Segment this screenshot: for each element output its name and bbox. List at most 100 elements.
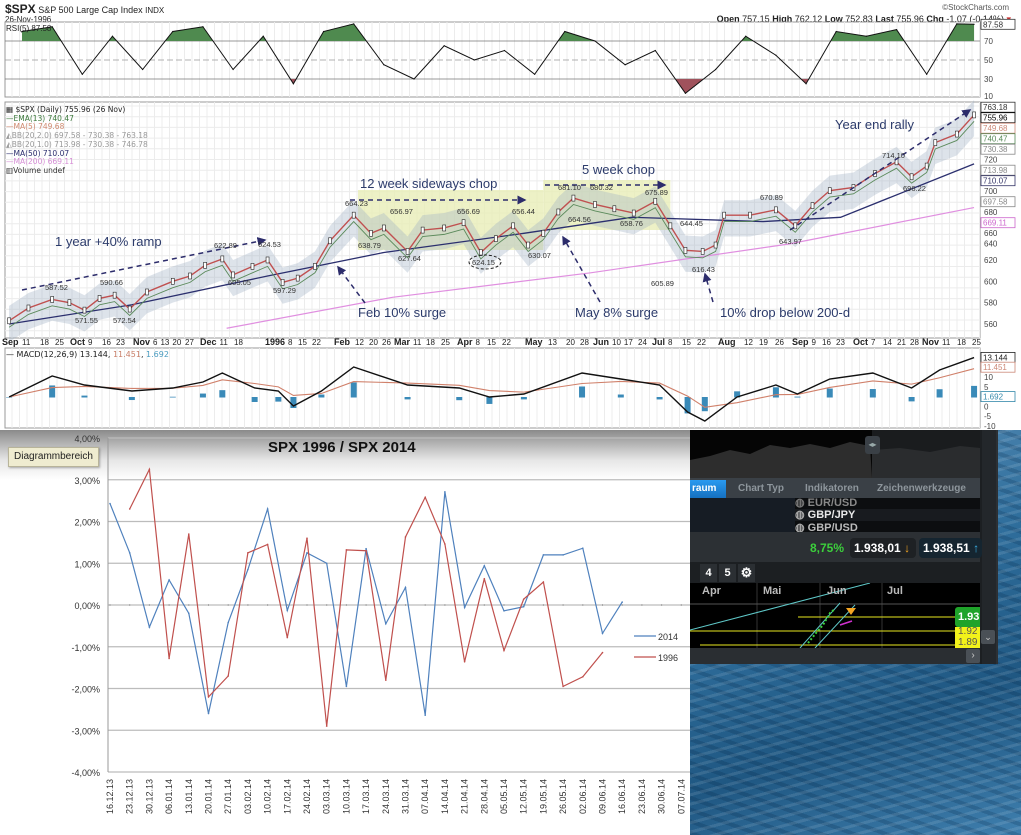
gear-icon[interactable]: ⚙ — [738, 564, 755, 582]
chevron-down-icon[interactable]: ⌄ — [981, 630, 995, 644]
price-annotation-label: 571.55 — [75, 316, 98, 325]
excel-chart[interactable]: 4,00% 3,00% 2,00% 1,00% 0,00% -1,00% -2,00% -3,… — [0, 430, 690, 835]
x-tick-label: 30.12.13 — [144, 779, 154, 814]
rsi-point — [654, 49, 656, 52]
price-annotation-label: 658.76 — [620, 219, 643, 228]
price-candle — [774, 206, 778, 214]
low-marker-ellipse — [468, 254, 502, 270]
price-candle — [810, 202, 815, 209]
x-tick-label: 19.05.14 — [538, 779, 548, 814]
date-tick-label: 8 — [288, 338, 293, 347]
data-point-2014 — [444, 491, 446, 493]
macd-histogram-bar — [772, 387, 779, 398]
instrument-eurusd[interactable]: ◍ EUR/USD — [795, 498, 980, 508]
price-value-label: 755.96 — [983, 114, 1008, 123]
instrument-label: EUR/USD — [807, 498, 858, 508]
price-candle — [295, 274, 300, 282]
date-tick-label: 11 — [22, 338, 31, 347]
x-tick-label: 23.12.13 — [125, 779, 135, 814]
price-value-label: 749.68 — [983, 124, 1008, 133]
rsi-point — [973, 23, 975, 25]
rsi-point — [534, 73, 536, 75]
tooltip: Diagrammbereich — [8, 447, 99, 467]
data-point-1996 — [207, 696, 210, 698]
x-tick-label: 24.02.14 — [302, 779, 312, 814]
price-annotation-label: 664.23 — [345, 199, 368, 208]
data-point-1996 — [188, 533, 190, 535]
instrument-gbpjpy[interactable]: ◍ GBP/JPY — [795, 509, 980, 521]
price-candle — [50, 296, 54, 303]
legend-entry: —EMA(13) 740.47 — [6, 113, 74, 123]
toolbar-button-5[interactable]: 5 — [719, 564, 736, 582]
rsi-point — [262, 35, 264, 37]
date-tick-label: 17 — [624, 338, 633, 347]
data-point-2014 — [188, 612, 190, 615]
data-point-2014 — [168, 579, 170, 581]
price-candle — [571, 194, 576, 202]
instrument-gbpusd[interactable]: ◍ GBP/USD — [795, 522, 980, 532]
data-point-1996 — [168, 657, 170, 660]
fx-chart: Apr Mai Jun Jul 1.93 1.92 1.89 — [690, 582, 980, 649]
price-candle — [26, 304, 31, 312]
symbol: $SPX — [5, 2, 36, 16]
excel-plot: 4,00% 3,00% 2,00% 1,00% 0,00% -1,00% -2,00% -3,… — [71, 434, 690, 814]
rsi-value-box — [980, 18, 1016, 30]
macd-histogram-bar — [350, 382, 357, 398]
data-point-1996 — [345, 549, 348, 551]
data-point-2014 — [483, 564, 486, 567]
macd-tick-label: -10 — [984, 422, 996, 430]
trading-app-window[interactable]: ◂▸ raum Chart Typ Indikatoren Zeichenwer… — [690, 430, 998, 664]
data-point-2014 — [266, 508, 269, 510]
macd-value-label: 1.692 — [983, 393, 1004, 402]
tab-chart-typ[interactable]: Chart Typ — [738, 483, 784, 494]
toolbar-button-4[interactable]: 4 — [700, 564, 717, 582]
price-candle — [351, 211, 356, 219]
date-tick-label: 25 — [55, 338, 64, 347]
price-candle — [67, 299, 72, 306]
price-value-box — [980, 217, 1016, 229]
price-candle — [924, 162, 929, 170]
macd-name: MACD(12,26,9) — [16, 350, 78, 359]
ask-button[interactable]: 1.938,51 ↑ — [919, 538, 982, 558]
tab-zeichenwerkzeuge[interactable]: Zeichenwerkzeuge — [877, 483, 966, 494]
price-candle — [479, 249, 483, 256]
x-tick-label: 28.04.14 — [479, 779, 489, 814]
chevron-right-icon[interactable]: › — [966, 649, 980, 663]
date-tick-label: 9 — [812, 338, 817, 347]
annotation-text: Feb 10% surge — [358, 305, 446, 320]
price-annotation-label: 624.15 — [472, 258, 495, 267]
tab-indikatoren[interactable]: Indikatoren — [805, 483, 859, 494]
date-tick-label: Sep — [792, 337, 809, 347]
ask-price: 1.938,51 — [923, 541, 970, 555]
rsi-legend: RSI(5) 87.58 — [6, 24, 52, 33]
rsi-point — [503, 49, 506, 52]
data-point-1996 — [306, 537, 308, 539]
price-annotation-label: 572.54 — [113, 316, 136, 325]
date-tick-label: 18 — [40, 338, 49, 347]
date-tick-label: 28 — [910, 338, 919, 347]
date-tick-label: 8 — [476, 338, 481, 347]
tab-zeitraum[interactable]: raum — [690, 480, 726, 498]
date-tick-label: Jul — [652, 337, 665, 347]
x-tick-label: 03.03.14 — [322, 779, 332, 814]
rsi-point — [926, 73, 928, 75]
price-annotation-label: 680.32 — [590, 183, 613, 192]
price-annotation-label: 605.05 — [228, 278, 251, 287]
range-slider-handle[interactable]: ◂▸ — [865, 436, 880, 454]
rsi-point — [142, 68, 144, 71]
macd-histogram-bar — [936, 389, 943, 398]
price-tick-label: 640 — [984, 240, 998, 249]
data-point-1996 — [444, 543, 446, 545]
price-candle — [112, 291, 117, 299]
scrollbar[interactable] — [982, 430, 996, 664]
date-tick-label: 18 — [426, 338, 435, 347]
x-tick-label: 20.01.14 — [204, 779, 214, 814]
bid-button[interactable]: 1.938,01 ↓ — [850, 538, 916, 558]
data-point-2014 — [621, 601, 623, 603]
rsi-point — [21, 30, 23, 33]
x-tick-label: 05.05.14 — [499, 779, 509, 814]
rsi-point — [714, 68, 717, 71]
month-jul: Jul — [887, 585, 903, 597]
overview-area — [690, 430, 980, 478]
data-point-1996 — [503, 649, 505, 652]
